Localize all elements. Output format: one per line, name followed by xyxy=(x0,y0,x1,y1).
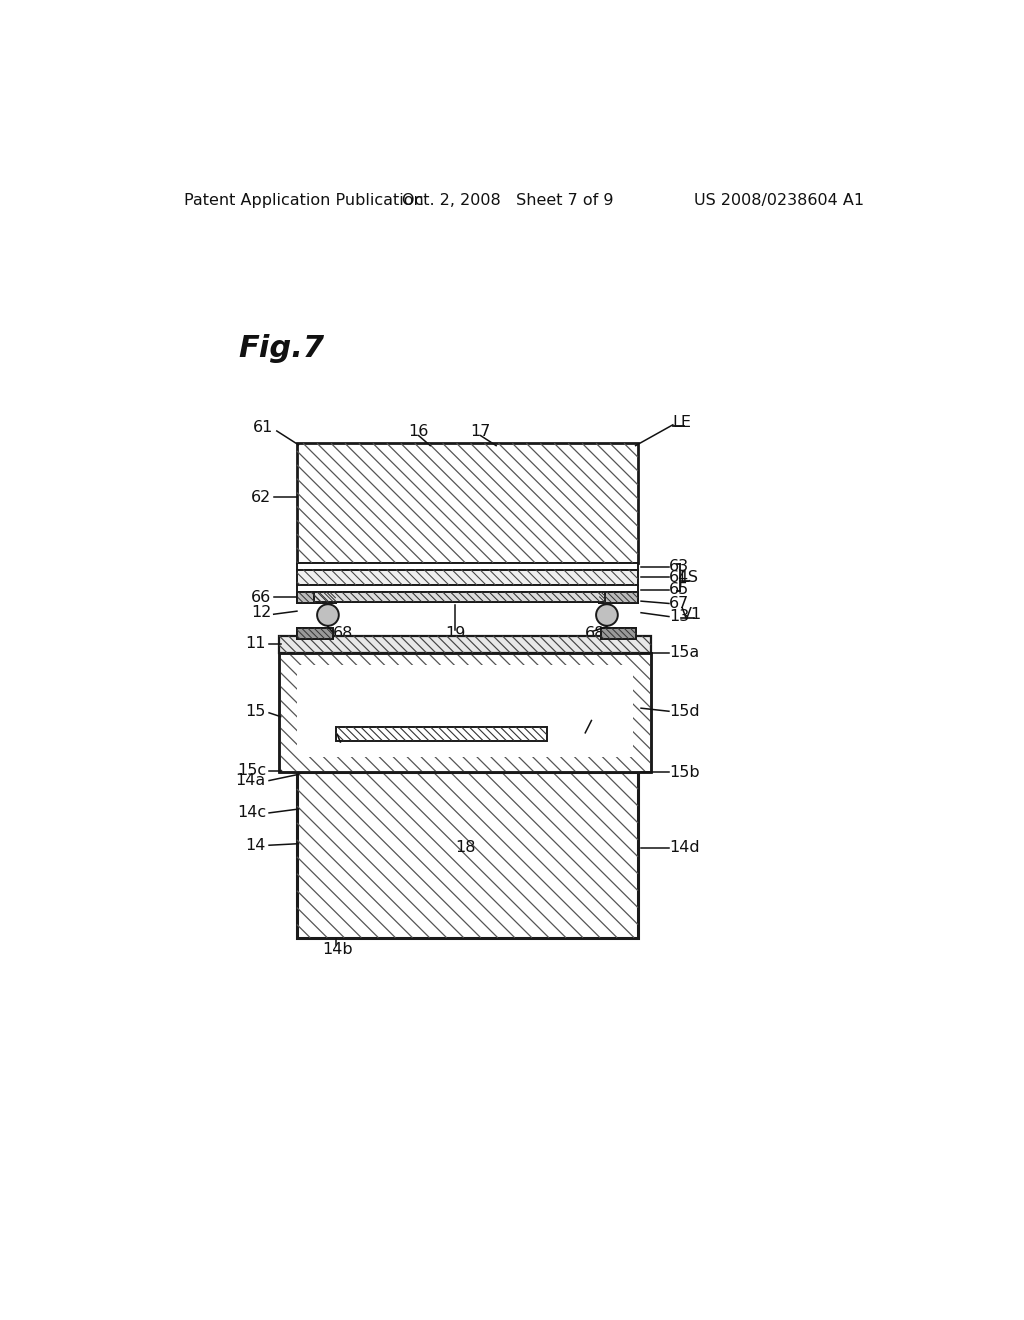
Text: LE: LE xyxy=(673,414,692,430)
Text: 12: 12 xyxy=(251,605,271,620)
Text: 17: 17 xyxy=(470,424,490,440)
Bar xyxy=(297,665,633,756)
Text: 15b: 15b xyxy=(669,764,699,780)
Text: 64: 64 xyxy=(669,570,689,585)
Text: US 2008/0238604 A1: US 2008/0238604 A1 xyxy=(694,193,864,209)
Text: 14b: 14b xyxy=(322,942,352,957)
Bar xyxy=(297,591,336,603)
Text: 15d: 15d xyxy=(669,704,699,719)
Bar xyxy=(280,636,651,653)
Text: 11: 11 xyxy=(246,636,266,651)
Bar xyxy=(297,570,638,585)
Text: Oct. 2, 2008   Sheet 7 of 9: Oct. 2, 2008 Sheet 7 of 9 xyxy=(402,193,613,209)
Circle shape xyxy=(317,605,339,626)
Bar xyxy=(297,585,638,591)
Text: 14c: 14c xyxy=(237,805,266,821)
Text: 19: 19 xyxy=(444,626,465,642)
Text: 15a: 15a xyxy=(669,645,699,660)
Bar xyxy=(599,591,638,603)
Bar xyxy=(314,591,605,602)
Text: 63: 63 xyxy=(669,558,689,574)
Bar xyxy=(599,591,638,603)
Text: 61: 61 xyxy=(253,420,273,436)
Text: 67: 67 xyxy=(669,595,689,611)
Bar xyxy=(280,653,651,772)
Bar xyxy=(601,628,636,639)
Text: 19b: 19b xyxy=(593,713,624,729)
Text: Fig.7: Fig.7 xyxy=(238,334,325,363)
Text: 68: 68 xyxy=(586,626,605,642)
Text: Patent Application Publication: Patent Application Publication xyxy=(183,193,424,209)
Text: 68: 68 xyxy=(334,626,353,642)
Text: 18: 18 xyxy=(455,840,475,855)
Bar xyxy=(314,591,605,602)
Bar xyxy=(297,628,333,639)
Bar xyxy=(297,444,638,562)
Circle shape xyxy=(596,605,617,626)
Bar xyxy=(297,562,638,570)
Bar xyxy=(336,726,547,741)
Text: 13: 13 xyxy=(669,609,689,624)
Text: 14: 14 xyxy=(246,838,266,853)
Text: 19a: 19a xyxy=(341,738,372,752)
Bar xyxy=(297,628,333,639)
Bar xyxy=(297,591,336,603)
Text: 16: 16 xyxy=(409,424,429,440)
Text: 14d: 14d xyxy=(669,840,699,855)
Text: V1: V1 xyxy=(681,607,702,622)
Bar xyxy=(297,772,638,937)
Text: 65: 65 xyxy=(669,582,689,597)
Bar xyxy=(280,653,651,772)
Text: 14a: 14a xyxy=(236,774,266,788)
Text: 62: 62 xyxy=(251,490,271,504)
Text: 15: 15 xyxy=(246,704,266,719)
Text: LS: LS xyxy=(680,570,698,585)
Text: 66: 66 xyxy=(251,590,271,605)
Text: 15c: 15c xyxy=(237,763,266,777)
Bar xyxy=(601,628,636,639)
